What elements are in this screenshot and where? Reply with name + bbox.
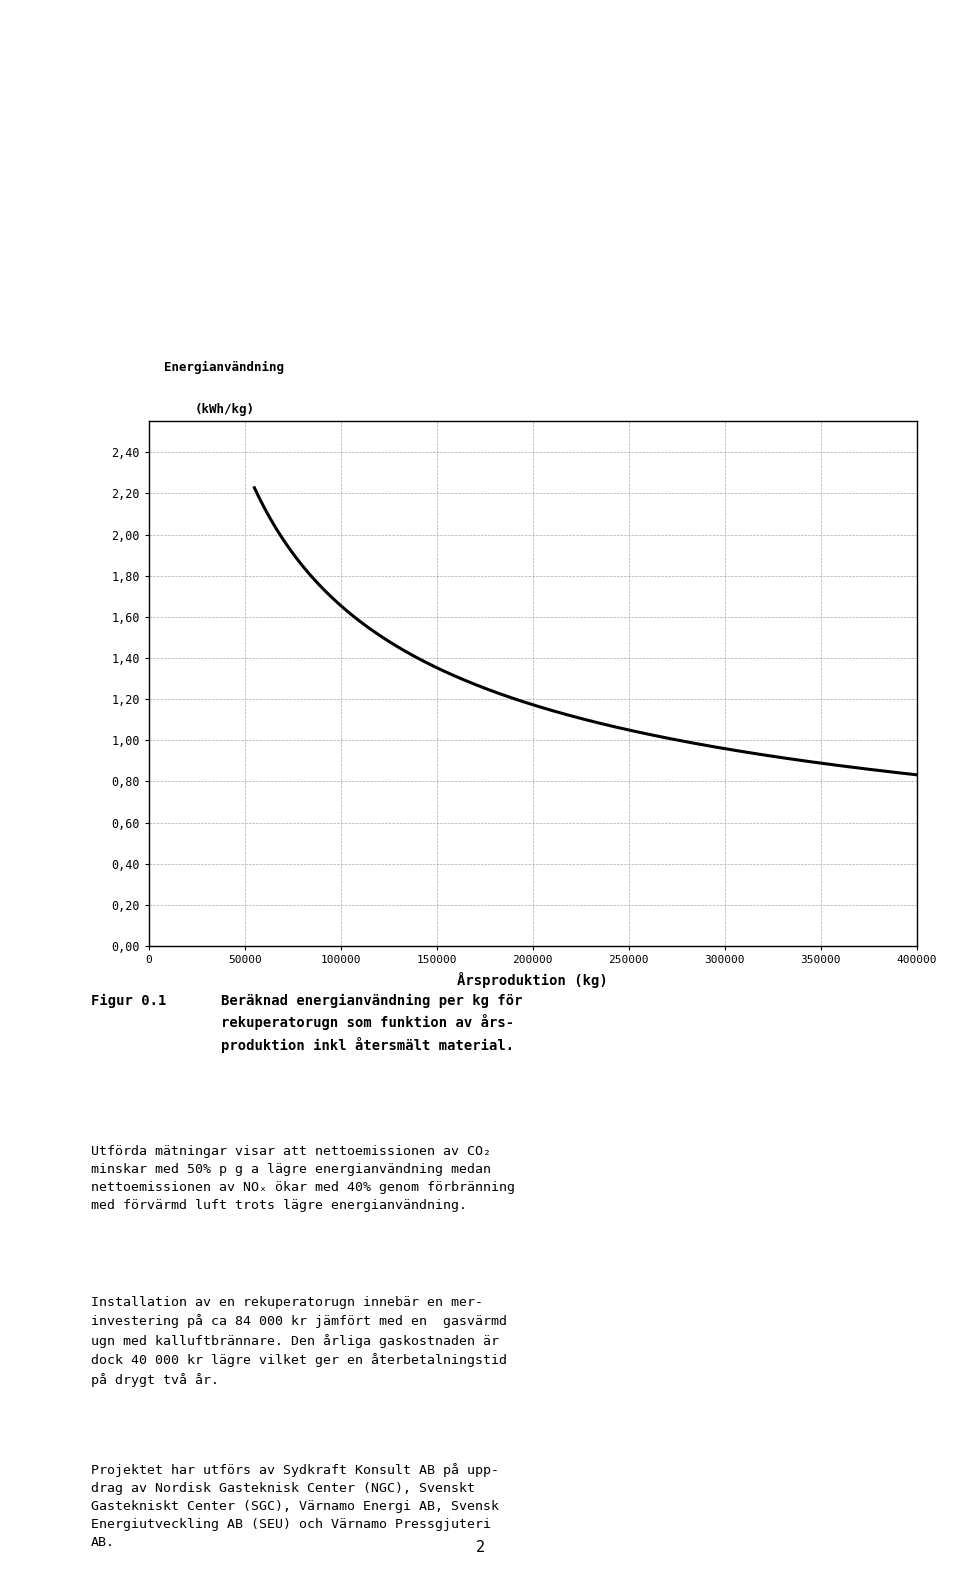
Text: Projektet har utförs av Sydkraft Konsult AB på upp-
drag av Nordisk Gasteknisk C: Projektet har utförs av Sydkraft Konsult… (91, 1463, 499, 1549)
Text: Energianvändning: Energianvändning (164, 361, 284, 374)
Text: (kWh/kg): (kWh/kg) (195, 404, 255, 417)
X-axis label: Årsproduktion (kg): Årsproduktion (kg) (457, 971, 609, 987)
Text: Figur 0.1: Figur 0.1 (91, 994, 167, 1008)
Text: Utförda mätningar visar att nettoemissionen av CO₂
minskar med 50% p g a lägre e: Utförda mätningar visar att nettoemissio… (91, 1145, 516, 1212)
Text: 2: 2 (475, 1541, 485, 1555)
Text: Beräknad energianvändning per kg för
rekuperatorugn som funktion av års-
produkt: Beräknad energianvändning per kg för rek… (221, 994, 522, 1053)
Text: Installation av en rekuperatorugn innebär en mer-
investering på ca 84 000 kr jä: Installation av en rekuperatorugn innebä… (91, 1296, 507, 1386)
